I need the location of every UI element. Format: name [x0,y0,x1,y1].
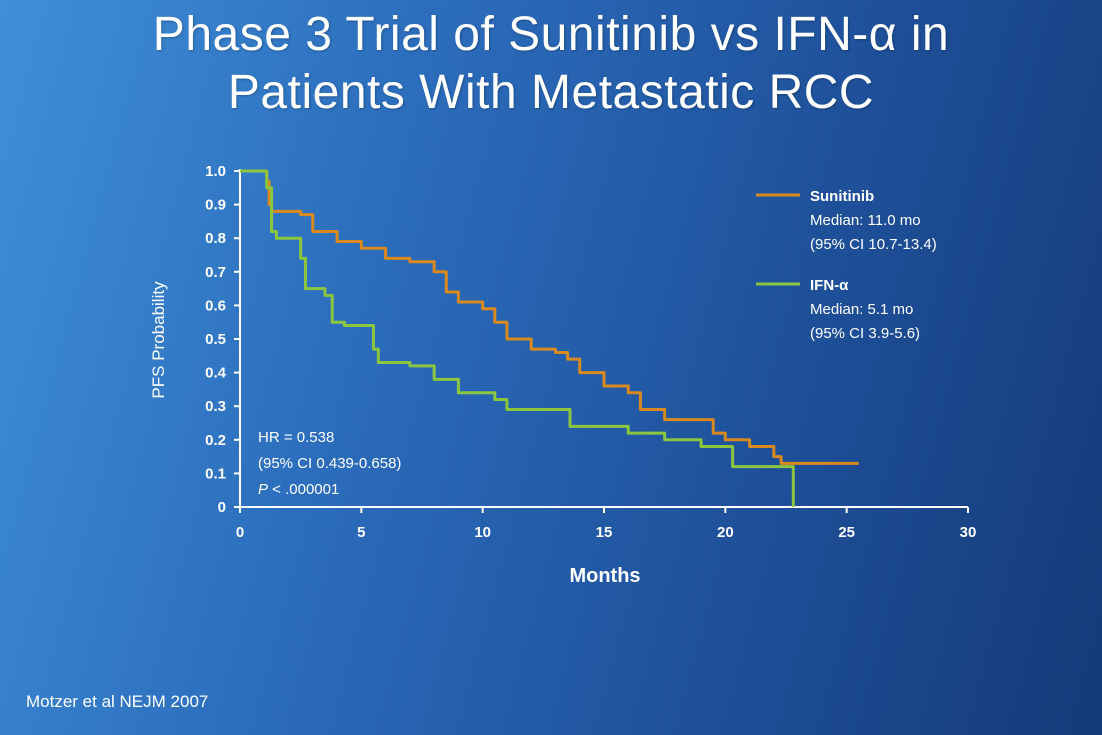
p-prefix: P [258,481,268,498]
hr-value: HR = 0.538 [258,429,334,446]
title-line-1: Phase 3 Trial of Sunitinib vs IFN-α in [152,8,950,61]
y-tick-label: 0.1 [205,465,226,482]
y-tick-label: 0 [218,499,226,516]
legend-ci-sunitinib: (95% CI 10.7-13.4) [810,236,937,253]
y-tick-label: 0.8 [205,230,226,247]
p-number: < .000001 [268,481,339,498]
x-tick-label: 20 [717,524,734,541]
series-line-sunitinib [240,169,859,465]
legend-ci-ifn: (95% CI 3.9-5.6) [810,325,920,342]
hr-ci: (95% CI 0.439-0.658) [258,455,401,472]
y-tick-label: 0.9 [205,197,226,214]
chart-axes: 0 5 10 15 20 25 30 0 0.1 0.2 0.3 0.4 0.5 0.6 0.7 0.8 0.9… [205,163,976,541]
y-tick-label: 0.2 [205,432,226,449]
series-line-ifn [240,169,795,507]
y-tick-label: 0.4 [205,365,227,382]
x-tick-label: 0 [236,524,244,541]
y-tick-label: 0.3 [205,398,226,415]
y-axis-label: PFS Probability [149,281,168,399]
x-axis-label: Months [569,565,640,587]
x-tick-label: 10 [474,524,491,541]
chart-legend: Sunitinib Median: 11.0 mo (95% CI 10.7-1… [756,188,937,342]
y-tick-label: 1.0 [205,163,226,180]
y-tick-label: 0.5 [205,331,226,348]
x-tick-label: 5 [357,524,365,541]
hazard-ratio-annotation: HR = 0.538 (95% CI 0.439-0.658) P < .000… [258,429,401,498]
legend-label-ifn: IFN-α [810,277,849,294]
title-line-2: Patients With Metastatic RCC [227,66,875,119]
x-tick-label: 30 [960,524,977,541]
x-tick-label: 15 [596,524,613,541]
p-value: P < .000001 [258,481,339,498]
y-tick-label: 0.6 [205,297,226,314]
x-tick-label: 25 [838,524,855,541]
legend-median-sunitinib: Median: 11.0 mo [810,212,921,229]
legend-label-sunitinib: Sunitinib [810,188,874,205]
y-tick-label: 0.7 [205,264,226,281]
legend-median-ifn: Median: 5.1 mo [810,301,913,318]
slide-title: Phase 3 Trial of Sunitinib vs IFN-α in P… [0,6,1102,122]
chart-series-layer [240,169,859,507]
citation-footer: Motzer et al NEJM 2007 [26,692,209,711]
